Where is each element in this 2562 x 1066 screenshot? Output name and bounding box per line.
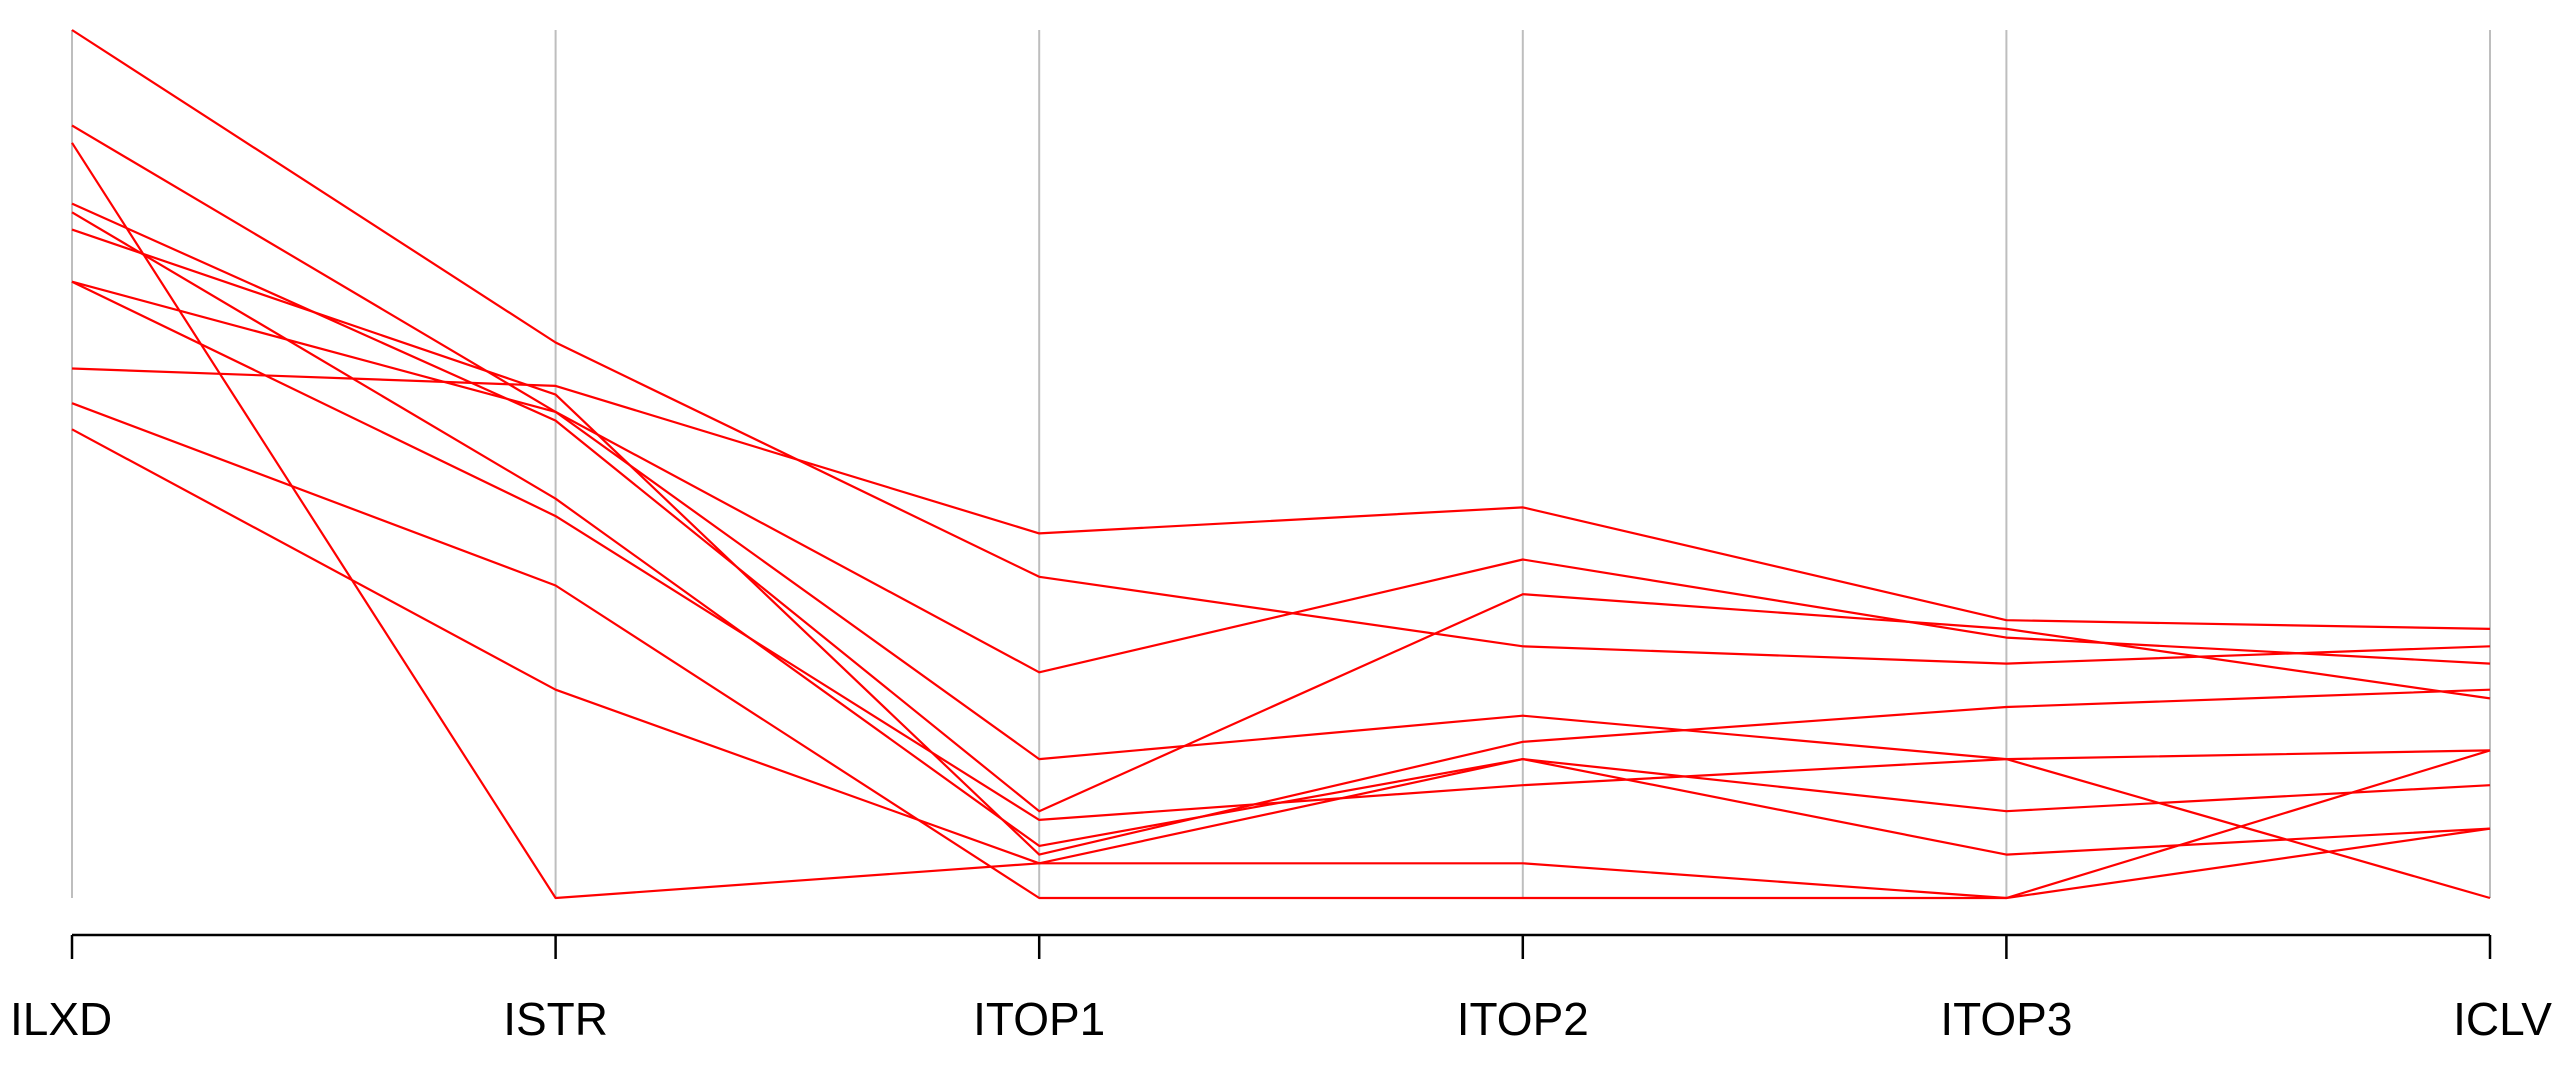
x-tick-label-ilxd: ILXD <box>10 993 112 1045</box>
x-tick-label-iclv: ICLV <box>2453 993 2552 1045</box>
x-tick-label-itop1: ITOP1 <box>973 993 1105 1045</box>
series-line-6 <box>71 280 2491 761</box>
x-axis: ILXD ISTR ITOP1 ITOP2 ITOP3 ICLV <box>10 933 2552 1045</box>
series-line-2 <box>71 124 2491 674</box>
series-line-10 <box>71 428 2491 900</box>
x-tick-label-itop2: ITOP2 <box>1457 993 1589 1045</box>
series-line-3 <box>71 142 2491 900</box>
series-lines <box>71 29 2491 900</box>
x-tick-label-istr: ISTR <box>503 993 608 1045</box>
series-line-11 <box>71 228 2491 856</box>
vertical-axes <box>71 30 2491 898</box>
series-line-7 <box>71 280 2491 900</box>
series-line-8 <box>71 367 2491 630</box>
series-line-5 <box>71 211 2491 856</box>
series-line-4 <box>71 202 2491 813</box>
series-line-1 <box>71 29 2491 665</box>
series-line-9 <box>71 402 2491 900</box>
x-tick-label-itop3: ITOP3 <box>1940 993 2072 1045</box>
